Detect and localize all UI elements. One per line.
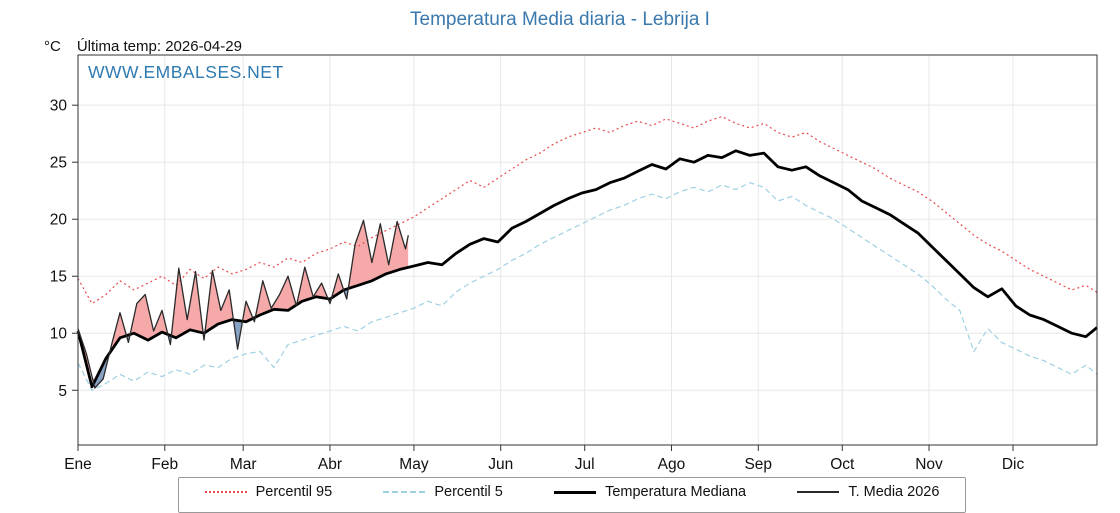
header-labels: °C Última temp: 2026-04-29: [44, 38, 242, 55]
legend-label: Temperatura Mediana: [605, 484, 747, 500]
plot-border: [77, 54, 1098, 446]
svg-text:15: 15: [50, 269, 67, 286]
svg-text:Ene: Ene: [64, 456, 92, 473]
mediana-line-swatch: [554, 490, 597, 494]
temperature-chart-page: Temperatura Media diaria - Lebrija I °C Ú…: [44, 9, 1098, 513]
y-axis-unit-label: °C: [44, 38, 61, 55]
chart-title: Temperatura Media diaria - Lebrija I: [410, 9, 710, 30]
chart-plot-area: 5 10 15 20 25 30 Ene Feb Mar Abr May Jun Jul Ago Sep Oc…: [50, 54, 1098, 473]
legend-item-percentil-5: Percentil 5: [383, 484, 503, 500]
svg-text:May: May: [399, 456, 429, 473]
svg-text:Mar: Mar: [230, 456, 257, 473]
svg-text:Ago: Ago: [658, 456, 686, 473]
series-line-3: [77, 219, 409, 389]
svg-text:Oct: Oct: [830, 456, 855, 473]
media-2026-line-swatch: [797, 491, 840, 493]
svg-text:25: 25: [50, 155, 67, 172]
svg-text:Jul: Jul: [575, 456, 595, 473]
legend-label: T. Media 2026: [848, 484, 940, 500]
series-line-1: [77, 182, 1098, 391]
percentil-95-line-swatch: [204, 491, 247, 493]
watermark: WWW.EMBALSES.NET: [88, 62, 284, 82]
svg-text:Dic: Dic: [1002, 456, 1025, 473]
legend-label: Percentil 5: [434, 484, 503, 500]
legend-item-media-2026: T. Media 2026: [797, 484, 939, 500]
svg-text:20: 20: [50, 212, 68, 229]
chart-legend: Percentil 95 Percentil 5 Temperatura Med…: [178, 477, 966, 513]
percentil-5-line-swatch: [383, 491, 426, 493]
gridlines: [77, 55, 1097, 445]
svg-text:5: 5: [58, 383, 67, 400]
fill-above-median: [78, 220, 409, 387]
svg-text:30: 30: [50, 98, 68, 115]
svg-text:Nov: Nov: [915, 456, 943, 473]
svg-text:Feb: Feb: [151, 456, 178, 473]
series-line-2: [76, 149, 1098, 389]
svg-text:Jun: Jun: [488, 456, 513, 473]
svg-text:Sep: Sep: [744, 456, 772, 473]
legend-item-mediana: Temperatura Mediana: [554, 484, 746, 500]
svg-text:10: 10: [50, 326, 68, 343]
series-line-0: [77, 116, 1098, 305]
svg-text:Abr: Abr: [318, 456, 342, 473]
axis-labels: 5 10 15 20 25 30 Ene Feb Mar Abr May Jun Jul Ago Sep Oc…: [50, 98, 1025, 473]
last-temp-label: Última temp: 2026-04-29: [76, 38, 242, 55]
legend-label: Percentil 95: [255, 484, 333, 500]
legend-item-percentil-95: Percentil 95: [204, 484, 333, 500]
